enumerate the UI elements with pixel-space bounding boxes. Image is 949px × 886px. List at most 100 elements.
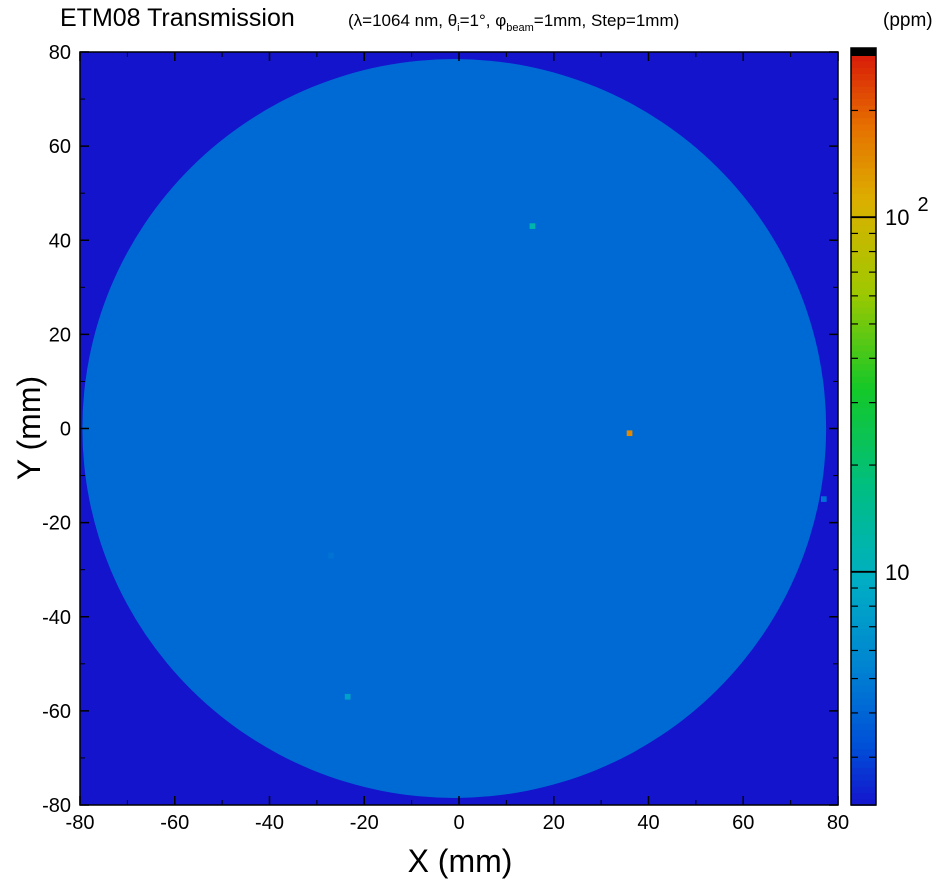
colorbar-overflow-cap xyxy=(851,48,876,56)
colorbar-segment xyxy=(851,426,876,434)
colorbar-segment xyxy=(851,439,876,447)
x-tick-label: 40 xyxy=(637,812,659,834)
colorbar-segment xyxy=(851,754,876,762)
colorbar-segment xyxy=(851,167,876,175)
colorbar-segment xyxy=(851,590,876,598)
colorbar-segment xyxy=(851,659,876,668)
colorbar-segment xyxy=(851,521,876,529)
colorbar-segment xyxy=(851,262,876,270)
colorbar-unit: (ppm) xyxy=(883,10,933,31)
x-tick-label: -60 xyxy=(160,812,189,834)
y-tick-label: -60 xyxy=(42,701,71,723)
x-tick-label: 20 xyxy=(543,812,565,834)
colorbar-segment xyxy=(851,161,876,169)
colorbar-segment xyxy=(851,394,876,403)
colorbar-segment xyxy=(851,735,876,743)
subtitle-theta-sub: i xyxy=(457,22,459,34)
colorbar-tick-label: 10 2 xyxy=(885,194,929,230)
colorbar-segment xyxy=(851,369,876,377)
colorbar-segment xyxy=(851,672,876,680)
colorbar-segment xyxy=(851,685,876,693)
colorbar-segment xyxy=(851,514,876,522)
colorbar-segment xyxy=(851,647,876,655)
colorbar-segment xyxy=(851,502,876,510)
colorbar-segment xyxy=(851,445,876,453)
subtitle-open: (λ=1064 nm, θ xyxy=(348,11,457,30)
colorbar-segment xyxy=(851,722,876,731)
x-tick-label: -40 xyxy=(255,812,284,834)
defect-spot xyxy=(529,223,536,229)
colorbar-segment xyxy=(851,180,876,188)
defect-spot xyxy=(820,496,827,502)
colorbar-segment xyxy=(851,798,876,806)
colorbar-segment xyxy=(851,691,876,699)
y-tick-label: 80 xyxy=(49,42,71,64)
colorbar-segment xyxy=(851,130,876,138)
colorbar-segment xyxy=(851,275,876,283)
colorbar-segment xyxy=(851,407,876,415)
colorbar-segment xyxy=(851,54,876,62)
colorbar-segment xyxy=(851,312,876,321)
x-tick-label: -20 xyxy=(350,812,379,834)
colorbar-segment xyxy=(851,325,876,333)
colorbar-segment xyxy=(851,73,876,81)
colorbar-tick-base: 10 xyxy=(885,560,909,585)
colorbar-segment xyxy=(851,565,876,573)
colorbar-segment xyxy=(851,174,876,182)
colorbar-segment xyxy=(851,376,876,384)
x-tick-label: 60 xyxy=(732,812,754,834)
colorbar-segment xyxy=(851,60,876,68)
y-tick-label: -80 xyxy=(42,795,71,817)
colorbar-segment xyxy=(851,634,876,642)
colorbar-segment xyxy=(851,413,876,421)
colorbar-segment xyxy=(851,281,876,289)
colorbar-segment xyxy=(851,85,876,93)
y-tick-label: 40 xyxy=(49,230,71,252)
colorbar-segment xyxy=(851,123,876,131)
colorbar-segment xyxy=(851,628,876,636)
colorbar-segment xyxy=(851,571,876,579)
colorbar-segment xyxy=(851,552,876,560)
colorbar-segment xyxy=(851,98,876,106)
colorbar-segment xyxy=(851,357,876,365)
colorbar-segment xyxy=(851,546,876,554)
heatmap-plot-area xyxy=(79,51,839,806)
colorbar-segment xyxy=(851,363,876,371)
colorbar-segment xyxy=(851,666,876,674)
colorbar-segment xyxy=(851,527,876,535)
colorbar-segment xyxy=(851,741,876,750)
colorbar-segment xyxy=(851,117,876,125)
colorbar-segment xyxy=(851,508,876,516)
x-tick-label: 80 xyxy=(827,812,849,834)
colorbar-segment xyxy=(851,79,876,87)
chart-title: ETM08 Transmission xyxy=(60,4,295,32)
colorbar-segment xyxy=(851,420,876,428)
colorbar-segment xyxy=(851,319,876,327)
colorbar-segment xyxy=(851,792,876,800)
chart-subtitle: (λ=1064 nm, θi=1°, φbeam=1mm, Step=1mm) xyxy=(348,11,679,34)
colorbar-segment xyxy=(851,294,876,302)
colorbar-segment xyxy=(851,584,876,592)
colorbar-segment xyxy=(851,786,876,794)
colorbar-segment xyxy=(851,640,876,649)
colorbar-segment xyxy=(851,540,876,548)
colorbar-segment xyxy=(851,533,876,541)
colorbar-tick-exponent: 2 xyxy=(917,194,928,216)
colorbar-segment xyxy=(851,773,876,781)
colorbar-segment xyxy=(851,104,876,112)
subtitle-phi-sub: beam xyxy=(506,22,534,34)
colorbar-segment xyxy=(851,401,876,409)
colorbar-segment xyxy=(851,729,876,737)
x-tick-label: -80 xyxy=(66,812,95,834)
colorbar-segment xyxy=(851,306,876,314)
colorbar-segment xyxy=(851,66,876,75)
colorbar-segment xyxy=(851,489,876,497)
colorbar-segment xyxy=(851,136,876,144)
colorbar-segment xyxy=(851,331,876,339)
y-axis-label: Y (mm) xyxy=(11,376,47,480)
colorbar-segment xyxy=(851,218,876,226)
colorbar-segment xyxy=(851,495,876,503)
axes: -80 -60 -40 -20 0 20 40 60 80 80 60 40 20 0 -20 -40 -60 -… xyxy=(42,42,849,834)
colorbar-segment xyxy=(851,483,876,491)
